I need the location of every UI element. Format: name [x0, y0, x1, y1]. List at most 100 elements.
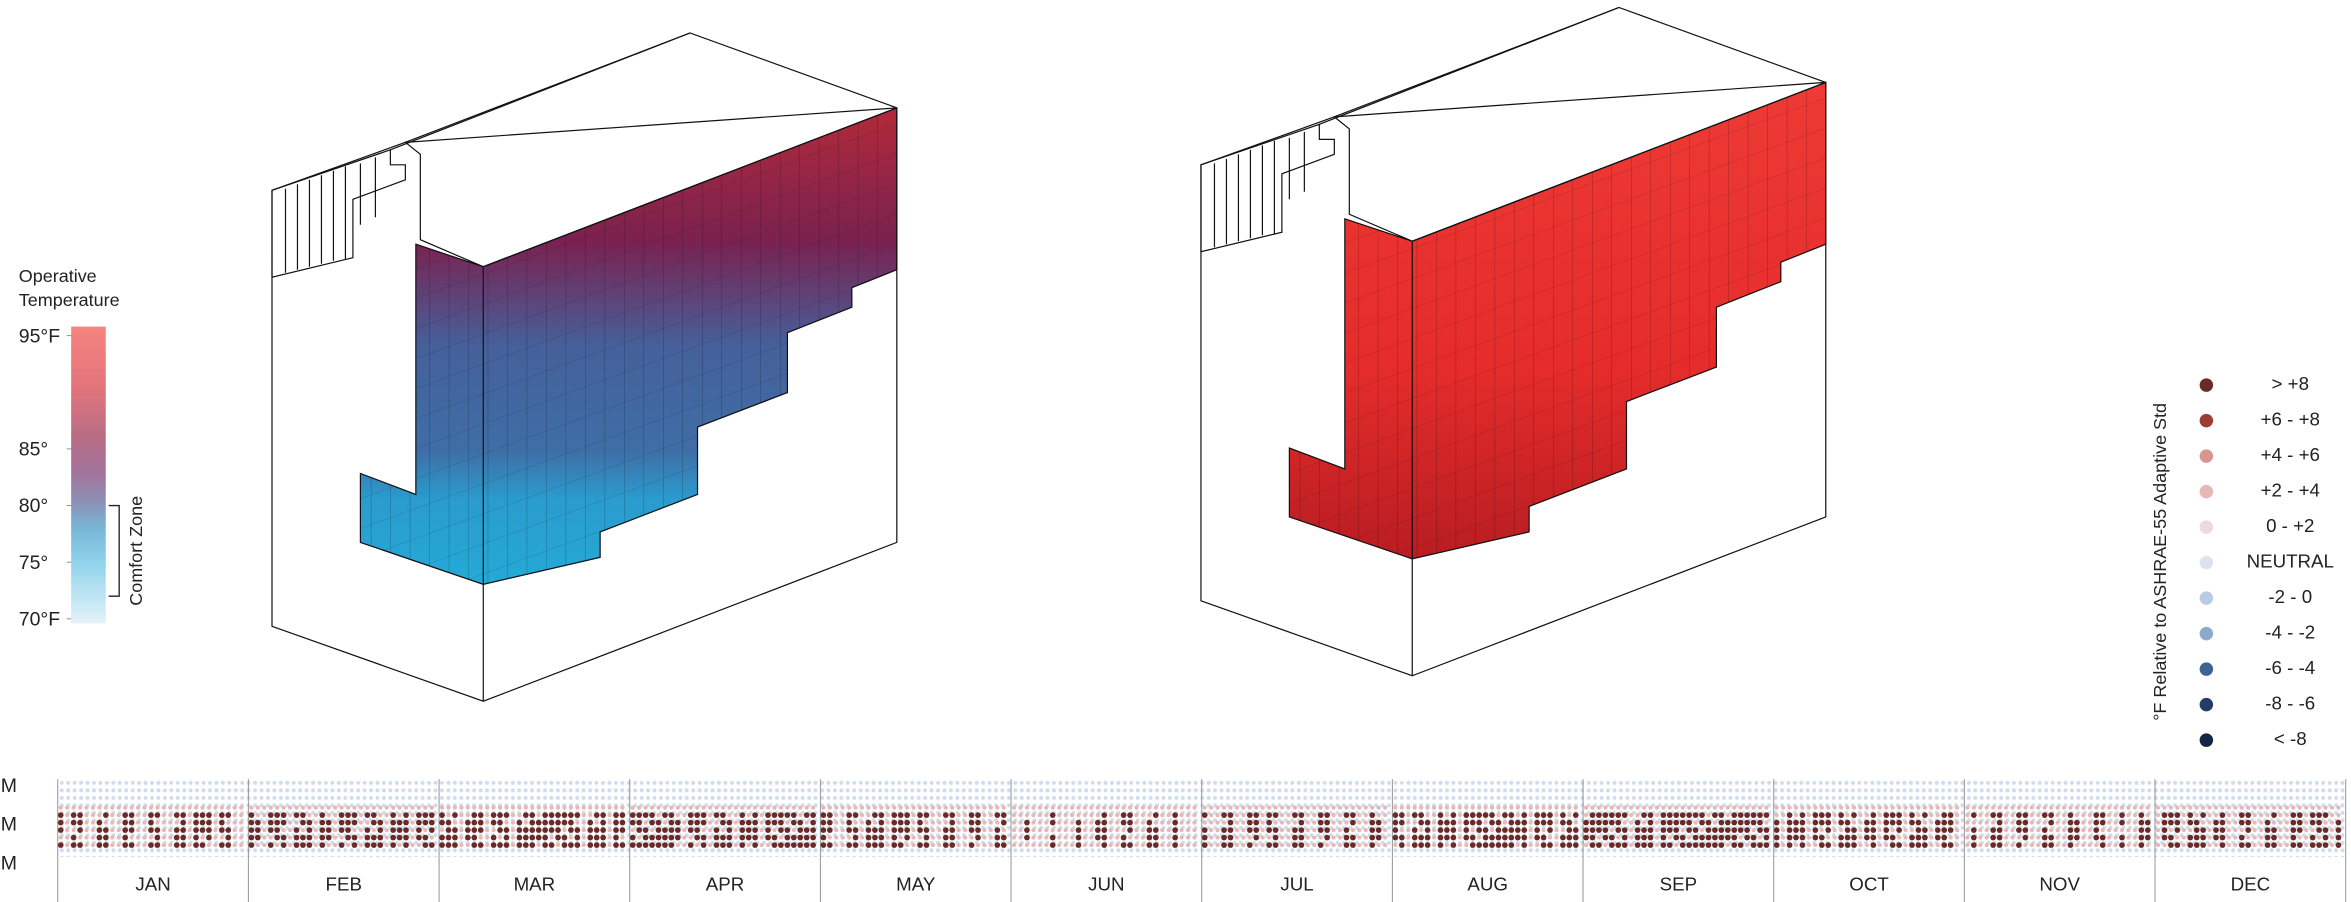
warm-dot — [1248, 806, 1252, 810]
warm-dot — [1833, 835, 1837, 839]
hot-dot — [656, 820, 662, 826]
warm-dot — [110, 843, 114, 847]
warm-dot — [2139, 806, 2143, 810]
warm-dot — [282, 806, 286, 810]
warm-dot — [1070, 806, 1074, 810]
warm-dot — [937, 843, 941, 847]
warm-dot — [2253, 843, 2257, 847]
warm-dot — [1458, 828, 1462, 832]
hot-dot — [1641, 827, 1647, 833]
hot-dot — [416, 835, 422, 841]
hot-dot — [675, 820, 681, 826]
warm-dot — [288, 813, 292, 817]
hot-dot — [853, 842, 859, 848]
hot-dot — [949, 842, 955, 848]
warm-dot — [1603, 806, 1607, 810]
hot-dot — [630, 812, 636, 818]
warm-dot — [2049, 806, 2053, 810]
warm-dot — [1852, 820, 1856, 824]
building-current — [272, 33, 897, 701]
warm-dot — [963, 835, 967, 839]
warm-dot — [2133, 820, 2137, 824]
warm-dot — [117, 813, 121, 817]
warm-dot — [1070, 828, 1074, 832]
warm-dot — [734, 813, 738, 817]
warm-dot — [1038, 806, 1042, 810]
hot-dot — [853, 827, 859, 833]
warm-dot — [1719, 806, 1723, 810]
warm-dot — [2101, 828, 2105, 832]
warm-dot — [1629, 806, 1633, 810]
warm-dot — [1584, 843, 1588, 847]
hot-dot — [1774, 827, 1780, 833]
warm-dot — [504, 806, 508, 810]
warm-dot — [213, 813, 217, 817]
warm-dot — [708, 828, 712, 832]
warm-dot — [2004, 820, 2008, 824]
hot-dot — [1609, 842, 1615, 848]
warm-dot — [1383, 835, 1387, 839]
hot-dot — [2023, 827, 2029, 833]
hot-dot — [274, 812, 280, 818]
warm-dot — [834, 828, 838, 832]
hot-dot — [1699, 820, 1705, 826]
hot-dot — [1101, 820, 1107, 826]
warm-dot — [1745, 806, 1749, 810]
warm-dot — [1674, 843, 1678, 847]
hot-dot — [1521, 827, 1527, 833]
warm-dot — [1141, 828, 1145, 832]
warm-dot — [1280, 828, 1284, 832]
warm-dot — [682, 828, 686, 832]
hot-dot — [129, 842, 135, 848]
hot-dot — [1890, 835, 1896, 841]
hot-dot — [1738, 812, 1744, 818]
hot-dot — [739, 827, 745, 833]
warm-dot — [1978, 820, 1982, 824]
warm-dot — [187, 806, 191, 810]
hot-dot — [866, 842, 872, 848]
hot-dot — [2310, 820, 2316, 826]
warm-dot — [1031, 820, 1035, 824]
hot-dot — [1266, 827, 1272, 833]
warm-dot — [2062, 828, 2066, 832]
warm-dot — [84, 813, 88, 817]
warm-dot — [1997, 806, 2001, 810]
warm-dot — [1364, 843, 1368, 847]
hot-dot — [1800, 842, 1806, 848]
warm-dot — [1490, 806, 1494, 810]
hot-dot — [2048, 820, 2054, 826]
hot-dot — [352, 835, 358, 841]
hot-dot — [2145, 827, 2151, 833]
warm-dot — [779, 835, 783, 839]
hot-dot — [1095, 835, 1101, 841]
warm-dot — [2126, 835, 2130, 839]
warm-dot — [359, 843, 363, 847]
warm-dot — [1383, 820, 1387, 824]
hot-dot — [1890, 820, 1896, 826]
hot-dot — [255, 820, 261, 826]
warm-dot — [142, 843, 146, 847]
hot-dot — [497, 842, 503, 848]
hot-dot — [727, 835, 733, 841]
hot-dot — [613, 820, 619, 826]
hot-dot — [714, 835, 720, 841]
warm-dot — [1732, 806, 1736, 810]
hot-dot — [1344, 812, 1350, 818]
warm-dot — [233, 843, 237, 847]
hot-dot — [1172, 842, 1178, 848]
month-label: JUN — [1088, 873, 1124, 894]
warm-dot — [359, 835, 363, 839]
warm-dot — [1438, 806, 1442, 810]
warm-dot — [834, 835, 838, 839]
warm-dot — [1978, 813, 1982, 817]
warm-dot — [1965, 843, 1969, 847]
warm-dot — [1115, 806, 1119, 810]
warm-dot — [136, 843, 140, 847]
warm-dot — [301, 806, 305, 810]
warm-dot — [162, 828, 166, 832]
warm-dot — [886, 843, 890, 847]
warm-dot — [1063, 820, 1067, 824]
hot-dot — [390, 842, 396, 848]
warm-dot — [595, 806, 599, 810]
colorbar-tick-label: 70°F — [19, 608, 60, 630]
